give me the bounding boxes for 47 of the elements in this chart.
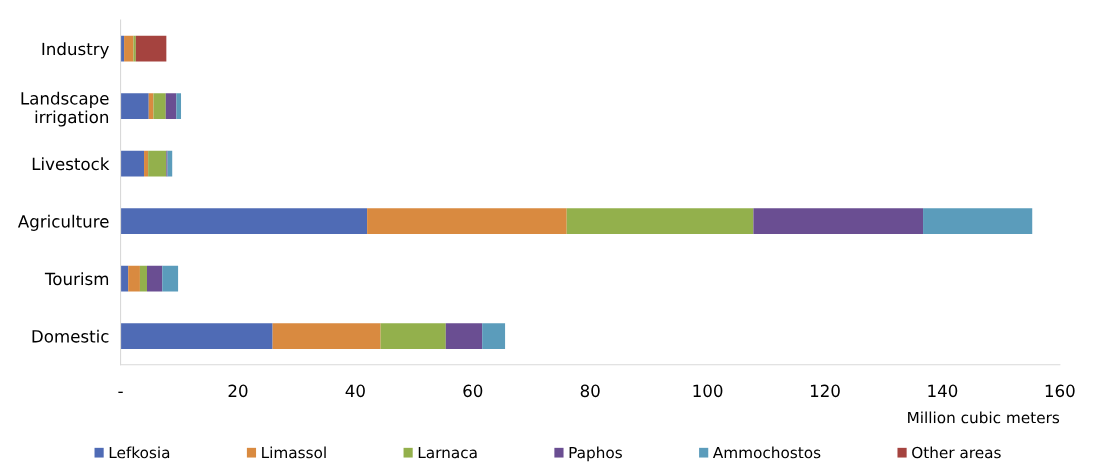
bar bbox=[128, 265, 140, 292]
bar bbox=[139, 265, 147, 292]
bar bbox=[133, 35, 136, 62]
legend-label: Other areas bbox=[912, 446, 1001, 459]
x-tick-label: 20 bbox=[228, 384, 248, 398]
x-tick-label: 100 bbox=[693, 384, 723, 398]
bar bbox=[482, 323, 506, 349]
bar bbox=[367, 208, 567, 235]
y-tick-label: Livestock bbox=[32, 157, 110, 171]
y-tick-label: Industry bbox=[42, 42, 109, 59]
x-tick-label: 140 bbox=[928, 384, 958, 398]
legend-label: Larnaca bbox=[418, 446, 477, 459]
bar bbox=[445, 323, 483, 349]
bar bbox=[120, 208, 368, 235]
bar bbox=[120, 150, 145, 177]
bar bbox=[153, 93, 166, 120]
bar bbox=[144, 150, 149, 177]
x-tick-label: 60 bbox=[463, 384, 483, 398]
bar bbox=[566, 208, 754, 235]
bar bbox=[176, 93, 182, 120]
y-tick-label: Domestic bbox=[32, 329, 109, 343]
bar bbox=[120, 323, 273, 349]
bar bbox=[148, 150, 167, 177]
x-tick-label: - bbox=[118, 391, 123, 394]
bar bbox=[146, 265, 163, 292]
x-tick-label: 80 bbox=[580, 384, 600, 398]
bar bbox=[135, 35, 167, 62]
bar bbox=[124, 35, 134, 62]
bar bbox=[120, 265, 129, 292]
bar bbox=[753, 208, 924, 235]
bar bbox=[165, 93, 177, 120]
x-axis-title: Million cubic meters bbox=[908, 411, 1060, 424]
bar bbox=[923, 208, 1033, 235]
y-tick-label: Tourism bbox=[44, 272, 109, 286]
bar bbox=[162, 265, 179, 292]
legend-label: Lefkosia bbox=[109, 446, 170, 459]
bar bbox=[272, 323, 381, 349]
legend-label: Limassol bbox=[262, 446, 326, 459]
legend-label: Paphos bbox=[569, 446, 622, 462]
legend-label: Ammochostos bbox=[712, 446, 821, 459]
x-tick-label: 120 bbox=[810, 384, 840, 398]
x-tick-label: 40 bbox=[345, 384, 365, 398]
x-tick-label: 160 bbox=[1045, 384, 1075, 398]
y-tick-label: Landscape irrigation bbox=[21, 91, 109, 127]
y-tick-label: Agriculture bbox=[17, 214, 109, 231]
bar bbox=[120, 93, 149, 120]
bar bbox=[380, 323, 446, 349]
